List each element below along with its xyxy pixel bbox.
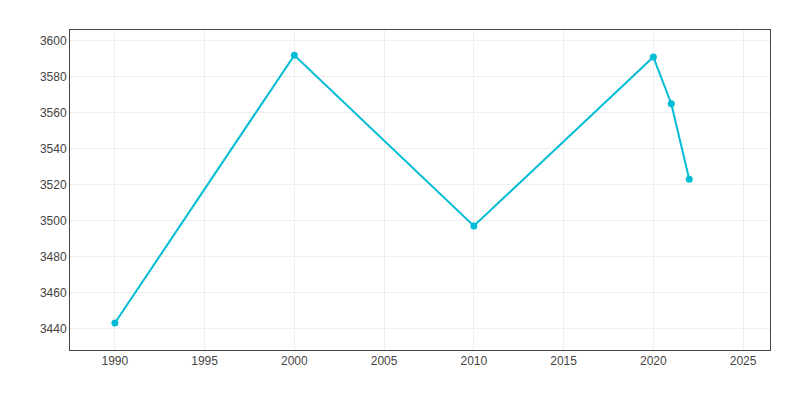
svg-text:3500: 3500 [40,214,67,228]
svg-text:1990: 1990 [102,354,129,368]
svg-text:3600: 3600 [40,34,67,48]
svg-text:3520: 3520 [40,178,67,192]
svg-text:3580: 3580 [40,70,67,84]
svg-text:2010: 2010 [460,354,487,368]
svg-text:2020: 2020 [640,354,667,368]
svg-text:2015: 2015 [550,354,577,368]
svg-text:2000: 2000 [281,354,308,368]
svg-text:1995: 1995 [191,354,218,368]
svg-text:2005: 2005 [371,354,398,368]
svg-text:2025: 2025 [730,354,757,368]
svg-text:3560: 3560 [40,106,67,120]
svg-text:3440: 3440 [40,322,67,336]
svg-text:3540: 3540 [40,142,67,156]
svg-text:3480: 3480 [40,250,67,264]
svg-text:3460: 3460 [40,286,67,300]
